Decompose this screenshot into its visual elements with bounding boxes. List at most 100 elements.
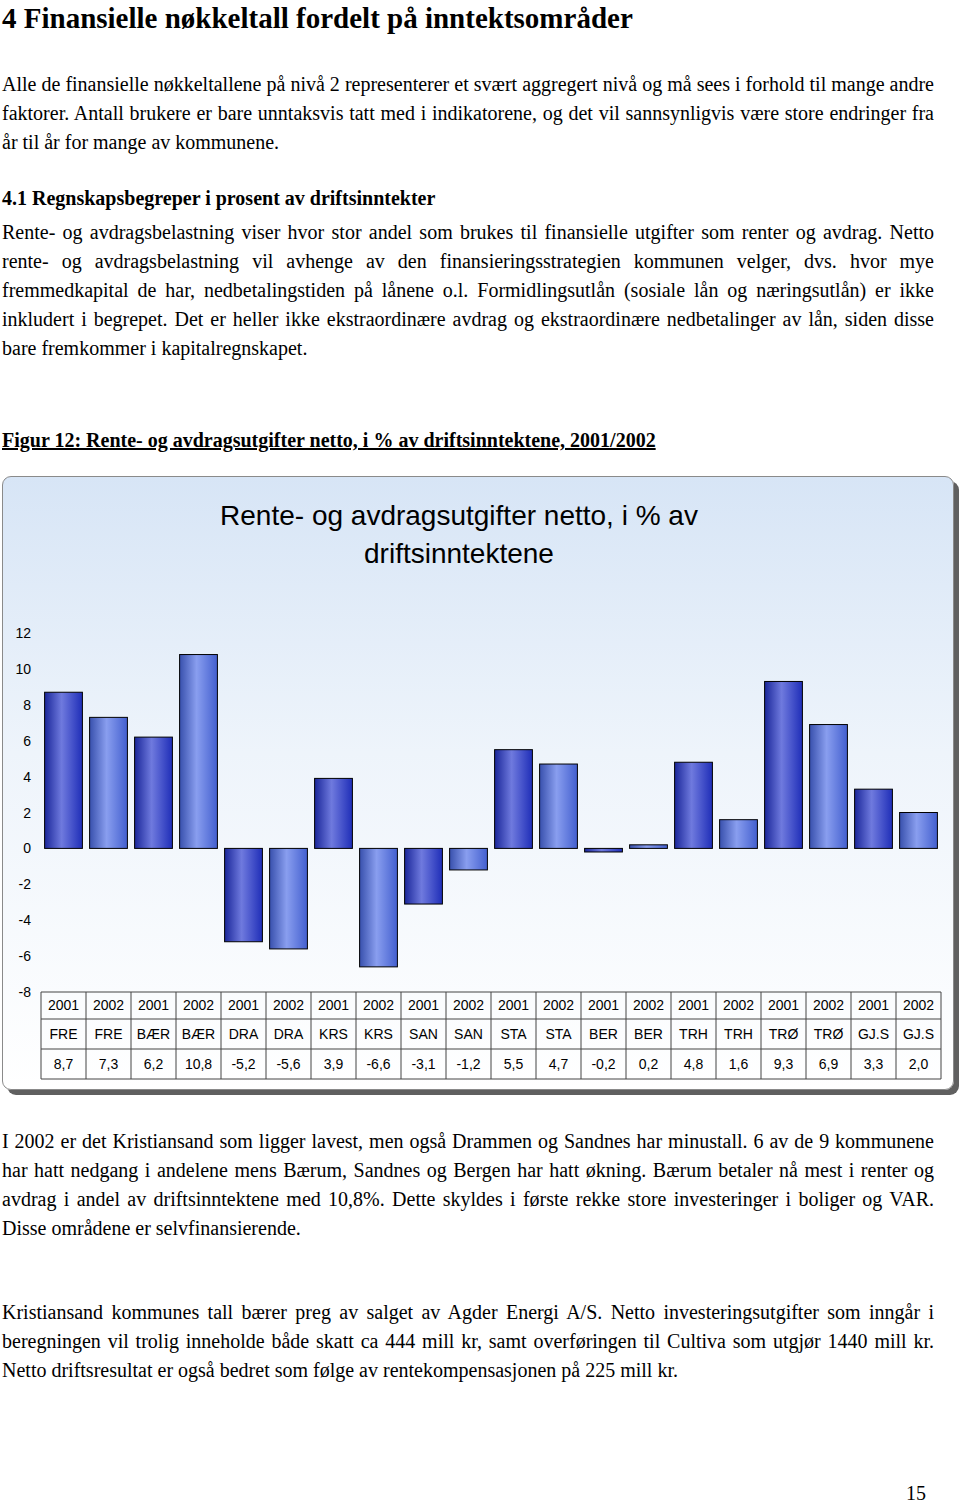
data-label: 8,7 bbox=[54, 1056, 74, 1072]
comment-paragraph: Kristiansand kommunes tall bærer preg av… bbox=[2, 1298, 934, 1385]
bar bbox=[810, 725, 848, 849]
y-tick-label: 4 bbox=[23, 769, 31, 785]
x-tick-label: 2002 bbox=[363, 997, 394, 1013]
group-label: STA bbox=[545, 1026, 572, 1042]
bar bbox=[135, 737, 173, 848]
data-label: 10,8 bbox=[185, 1056, 212, 1072]
bar bbox=[360, 848, 398, 966]
bar bbox=[45, 692, 83, 848]
y-tick-label: -2 bbox=[19, 876, 32, 892]
x-tick-label: 2002 bbox=[273, 997, 304, 1013]
data-label: -1,2 bbox=[456, 1056, 480, 1072]
group-label: FRE bbox=[50, 1026, 78, 1042]
data-label: -5,2 bbox=[231, 1056, 255, 1072]
bar bbox=[450, 848, 488, 870]
y-tick-label: 6 bbox=[23, 733, 31, 749]
table-divider bbox=[266, 992, 267, 1079]
group-label: TRØ bbox=[769, 1026, 799, 1042]
data-label: -5,6 bbox=[276, 1056, 300, 1072]
data-label: -0,2 bbox=[591, 1056, 615, 1072]
x-tick-label: 2001 bbox=[318, 997, 349, 1013]
table-divider bbox=[41, 992, 42, 1079]
table-divider bbox=[311, 992, 312, 1079]
bars bbox=[45, 655, 938, 967]
group-label: STA bbox=[500, 1026, 527, 1042]
x-tick-label: 2002 bbox=[723, 997, 754, 1013]
group-label: KRS bbox=[319, 1026, 348, 1042]
x-tick-label: 2001 bbox=[588, 997, 619, 1013]
group-label: GJ.S bbox=[858, 1026, 889, 1042]
table-divider bbox=[671, 992, 672, 1079]
data-label: 3,9 bbox=[324, 1056, 344, 1072]
bar bbox=[900, 813, 938, 849]
group-label: FRE bbox=[95, 1026, 123, 1042]
x-tick-label: 2002 bbox=[903, 997, 934, 1013]
data-label: 4,7 bbox=[549, 1056, 569, 1072]
x-tick-label: 2001 bbox=[498, 997, 529, 1013]
section-paragraph: Rente- og avdragsbelastning viser hvor s… bbox=[2, 218, 934, 363]
chart-box: Rente- og avdragsutgifter netto, i % av … bbox=[2, 476, 954, 1090]
section-heading: 4.1 Regnskapsbegreper i prosent av drift… bbox=[2, 184, 435, 213]
bar bbox=[540, 764, 578, 848]
page-number: 15 bbox=[906, 1479, 926, 1504]
x-tick-label: 2002 bbox=[183, 997, 214, 1013]
table-divider bbox=[851, 992, 852, 1079]
table-divider bbox=[806, 992, 807, 1079]
data-label: 2,0 bbox=[909, 1056, 929, 1072]
x-tick-label: 2002 bbox=[813, 997, 844, 1013]
x-tick-label: 2001 bbox=[138, 997, 169, 1013]
group-label: TRH bbox=[679, 1026, 708, 1042]
group-label: SAN bbox=[454, 1026, 483, 1042]
group-label: TRH bbox=[724, 1026, 753, 1042]
table-divider bbox=[131, 992, 132, 1079]
y-tick-label: 0 bbox=[23, 840, 31, 856]
x-tick-label: 2001 bbox=[678, 997, 709, 1013]
table-divider bbox=[536, 992, 537, 1079]
data-label: 5,5 bbox=[504, 1056, 524, 1072]
data-label: 9,3 bbox=[774, 1056, 794, 1072]
table-divider bbox=[761, 992, 762, 1079]
data-label: -6,6 bbox=[366, 1056, 390, 1072]
data-label: 3,3 bbox=[864, 1056, 884, 1072]
x-tick-label: 2002 bbox=[453, 997, 484, 1013]
group-label: TRØ bbox=[814, 1026, 844, 1042]
bar bbox=[585, 848, 623, 852]
y-tick-label: 10 bbox=[15, 661, 31, 677]
table-divider bbox=[626, 992, 627, 1079]
table-divider bbox=[401, 992, 402, 1079]
x-tick-label: 2001 bbox=[48, 997, 79, 1013]
comment-paragraph: I 2002 er det Kristiansand som ligger la… bbox=[2, 1127, 934, 1243]
chart-svg: -8-6-4-202468101220012002200120022001200… bbox=[3, 477, 953, 1089]
y-tick-label: -8 bbox=[19, 984, 32, 1000]
bar bbox=[495, 750, 533, 849]
table-divider bbox=[896, 992, 897, 1079]
x-tick-label: 2001 bbox=[768, 997, 799, 1013]
bar bbox=[90, 717, 128, 848]
table-divider bbox=[581, 992, 582, 1079]
bar bbox=[270, 848, 308, 949]
data-label: 1,6 bbox=[729, 1056, 749, 1072]
data-label: 7,3 bbox=[99, 1056, 119, 1072]
x-tick-label: 2001 bbox=[228, 997, 259, 1013]
page-heading: 4 Finansielle nøkkeltall fordelt på innt… bbox=[2, 0, 633, 36]
group-label: BÆR bbox=[182, 1026, 215, 1042]
bar bbox=[630, 845, 668, 849]
bar bbox=[225, 848, 263, 941]
y-tick-label: 2 bbox=[23, 805, 31, 821]
bar bbox=[720, 820, 758, 849]
group-label: GJ.S bbox=[903, 1026, 934, 1042]
data-label: 6,9 bbox=[819, 1056, 839, 1072]
table-divider bbox=[491, 992, 492, 1079]
group-label: KRS bbox=[364, 1026, 393, 1042]
table-divider bbox=[941, 992, 942, 1079]
group-label: SAN bbox=[409, 1026, 438, 1042]
chart-title: Rente- og avdragsutgifter netto, i % av … bbox=[169, 497, 749, 573]
x-tick-label: 2001 bbox=[858, 997, 889, 1013]
group-label: DRA bbox=[229, 1026, 259, 1042]
table-divider bbox=[86, 992, 87, 1079]
table-divider bbox=[356, 992, 357, 1079]
group-label: BER bbox=[634, 1026, 663, 1042]
bar bbox=[405, 848, 443, 904]
bar bbox=[315, 778, 353, 848]
table-divider bbox=[716, 992, 717, 1079]
